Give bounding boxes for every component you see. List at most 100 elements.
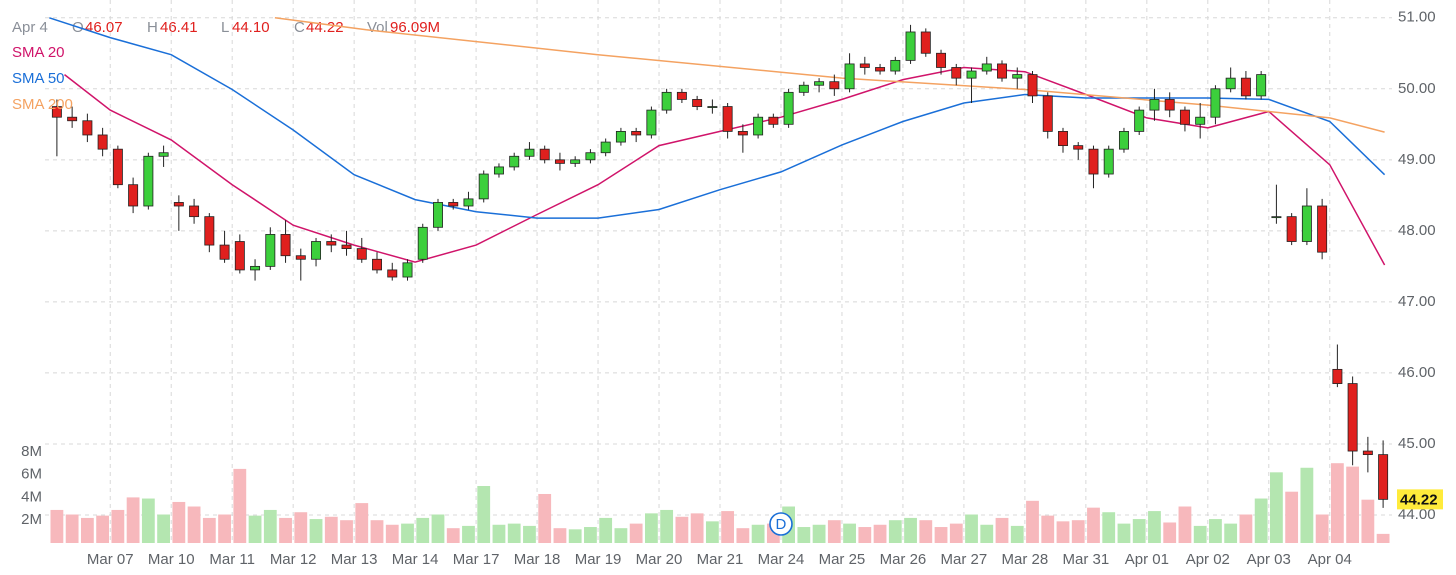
- candle: [905, 24, 916, 64]
- candle-body: [326, 241, 337, 246]
- x-tick-label: Mar 07: [87, 551, 134, 568]
- x-tick-label: Mar 25: [819, 551, 866, 568]
- candle-body: [554, 159, 565, 164]
- candle: [722, 102, 733, 139]
- header-low: 44.10: [232, 19, 270, 36]
- candle-body: [1027, 74, 1038, 97]
- candle: [219, 230, 230, 263]
- candle-body: [128, 184, 139, 207]
- candle-body: [82, 120, 93, 136]
- legend-entry: SMA 200: [12, 96, 73, 113]
- candle-body: [768, 116, 779, 125]
- candle: [539, 145, 550, 164]
- volume-bar: [96, 515, 110, 543]
- candle-body: [234, 241, 245, 271]
- volume-bar: [477, 486, 491, 543]
- volume-bar: [690, 513, 704, 543]
- candle-body: [722, 106, 733, 132]
- volume-bar: [1026, 500, 1039, 543]
- candle-body: [814, 81, 825, 86]
- volume-bar: [523, 525, 536, 543]
- candle: [1027, 71, 1038, 103]
- candle-body: [997, 63, 1007, 79]
- candle: [554, 152, 565, 171]
- candle-body: [1103, 148, 1114, 175]
- volume-bar: [1209, 519, 1222, 543]
- volume-bar: [1376, 533, 1390, 543]
- candle: [1042, 92, 1053, 139]
- candle-body: [936, 52, 947, 68]
- candle: [1164, 92, 1175, 118]
- volume-bar: [873, 524, 887, 543]
- candle-body: [1058, 131, 1068, 147]
- x-tick-label: Mar 10: [148, 551, 195, 568]
- candle-body: [707, 106, 718, 108]
- candle: [646, 106, 657, 139]
- candle: [463, 191, 474, 210]
- volume-bar: [172, 501, 186, 543]
- candle: [737, 124, 748, 153]
- volume-bar: [827, 520, 841, 543]
- candle-body: [615, 131, 626, 143]
- candle: [250, 259, 261, 281]
- candle-body: [1012, 74, 1023, 79]
- candle: [189, 198, 200, 224]
- candle-body: [585, 152, 596, 161]
- candle: [341, 230, 352, 256]
- candle-body: [295, 255, 306, 260]
- candle-body: [265, 234, 276, 267]
- candle: [1058, 127, 1068, 153]
- volume-bar: [507, 523, 521, 543]
- candle: [1347, 376, 1358, 466]
- header-date: Apr 4: [12, 19, 48, 36]
- volume-bar: [1102, 512, 1116, 543]
- volume-bar: [568, 529, 582, 543]
- last-price-label: 44.22: [1400, 491, 1438, 508]
- candle: [51, 99, 62, 157]
- candle-body: [875, 67, 886, 72]
- header-low-label: L: [221, 19, 229, 36]
- candle-body: [783, 91, 794, 125]
- volume-bar: [1163, 522, 1177, 543]
- volume-bar: [1239, 514, 1253, 543]
- x-tick-label: Mar 28: [1002, 551, 1049, 568]
- x-tick-label: Apr 02: [1186, 551, 1230, 568]
- y-tick-label: 48.00: [1398, 222, 1436, 239]
- volume-bar: [187, 506, 201, 543]
- candle-body: [417, 226, 428, 260]
- candle-body: [539, 148, 550, 161]
- volume-bar: [614, 528, 628, 543]
- candles: [51, 24, 1389, 508]
- candle-body: [402, 262, 413, 278]
- x-tick-label: Apr 04: [1308, 551, 1352, 568]
- candle-body: [143, 155, 154, 207]
- volume-bar: [1117, 523, 1131, 543]
- candle: [433, 198, 443, 231]
- candle: [951, 63, 962, 86]
- volume-bar: [1254, 498, 1268, 543]
- volume-bar: [904, 517, 917, 543]
- candle-body: [829, 81, 840, 90]
- volume-bar: [431, 514, 445, 543]
- volume-bar: [1132, 519, 1146, 543]
- volume-bar: [645, 513, 658, 543]
- volume-bar: [1346, 466, 1360, 543]
- candle-body: [737, 131, 748, 136]
- x-tick-label: Mar 31: [1063, 551, 1110, 568]
- volume-bar: [279, 517, 292, 543]
- x-tick-label: Mar 18: [514, 551, 561, 568]
- x-tick-label: Mar 24: [758, 551, 805, 568]
- volume-bar: [1315, 514, 1329, 543]
- candle-body: [112, 148, 123, 186]
- volume-bar: [858, 527, 872, 543]
- candle-body: [692, 99, 703, 107]
- candle-body: [1073, 145, 1084, 150]
- volume-bar: [629, 523, 643, 543]
- candle: [173, 195, 184, 231]
- candle: [158, 145, 169, 167]
- candle-body: [676, 91, 687, 100]
- x-tick-label: Mar 21: [697, 551, 744, 568]
- candle: [692, 95, 703, 111]
- candle: [265, 227, 276, 270]
